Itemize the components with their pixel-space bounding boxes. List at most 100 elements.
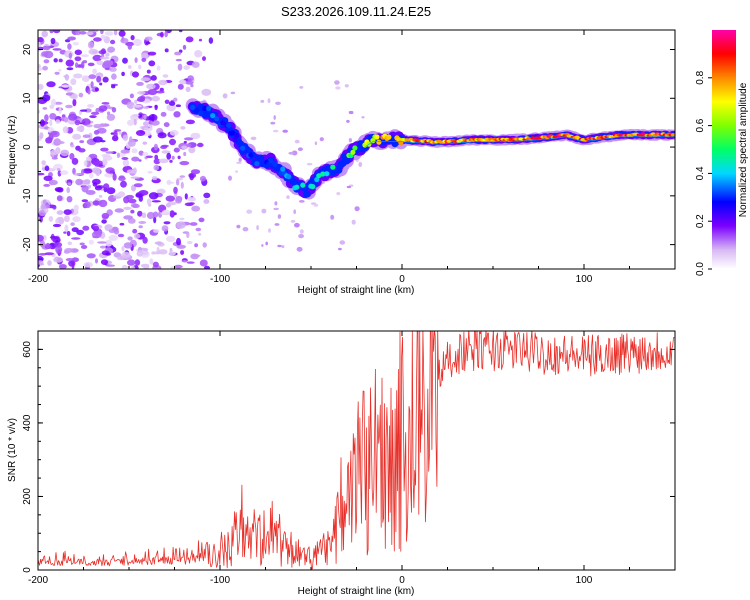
snr-axes: -200 -100 0 100 0 200 400 600 <box>22 330 676 586</box>
spectrogram-noise-blob <box>181 260 188 263</box>
spectrogram-noise-blob <box>70 78 77 86</box>
spectrogram-ridge-blob <box>280 166 286 172</box>
spectrogram-noise-blob <box>91 158 100 166</box>
spectrogram-noise-blob <box>68 113 78 121</box>
spectrogram-noise-blob <box>137 96 146 103</box>
spectrogram-noise-blob <box>235 170 239 173</box>
spectrogram-noise-blob <box>139 125 149 130</box>
spectrogram-noise-blob <box>132 228 138 234</box>
spectrogram-ridge-blob <box>214 116 220 122</box>
spectrogram-noise-blob <box>85 190 96 195</box>
spectrogram-noise-blob <box>143 106 150 110</box>
spectrogram-ridge-blob <box>286 174 292 180</box>
spectrogram-noise-blob <box>335 86 341 90</box>
spectrogram-noise-blob <box>95 258 98 264</box>
spectrogram-noise-blob <box>177 83 184 90</box>
spectrogram-noise-blob <box>38 209 47 217</box>
spectrogram-noise-blob <box>130 35 135 41</box>
spectrogram-noise-blob <box>294 222 300 228</box>
spectrogram-noise-blob <box>121 71 125 77</box>
spectrogram-noise-blob <box>63 209 72 216</box>
spectrogram-noise-blob <box>184 193 188 200</box>
spectrogram-noise-blob <box>142 152 149 157</box>
spectrogram-noise-blob <box>51 98 56 107</box>
spectrogram-noise-blob <box>94 87 99 92</box>
spectrogram-noise-blob <box>88 48 99 55</box>
spectrogram-noise-blob <box>238 157 242 162</box>
spectrogram-noise-blob <box>120 180 127 188</box>
spectrogram-noise-blob <box>132 114 140 117</box>
spectrogram-noise-blob <box>65 104 73 109</box>
spectrogram-noise-blob <box>268 228 271 233</box>
spectrogram-noise-blob <box>273 207 279 211</box>
spectrogram-noise-blob <box>348 110 354 115</box>
spectrogram-noise-blob <box>80 245 88 249</box>
spectrogram-noise-blob <box>38 83 44 90</box>
spectrogram-noise-blob <box>348 138 352 143</box>
spectrogram-noise-blob <box>53 58 58 63</box>
spectrogram-noise-blob <box>56 210 64 215</box>
spectrogram-noise-blob <box>281 245 285 249</box>
spectrogram-noise-blob <box>38 172 45 176</box>
spectrogram-noise-blob <box>144 36 153 41</box>
spectrogram-noise-blob <box>49 119 53 127</box>
spectrogram-noise-blob <box>158 210 163 218</box>
spectrogram-noise-blob <box>354 206 360 212</box>
spectrogram-noise-blob <box>293 209 297 214</box>
spectrogram-noise-blob <box>153 158 161 165</box>
snr-plot-area <box>38 331 675 570</box>
spectrogram-noise-blob <box>107 46 115 53</box>
spectrogram-noise-blob <box>119 222 125 226</box>
spectrogram-noise-blob <box>176 221 186 229</box>
spectrogram-ytick-label: 10 <box>22 92 33 104</box>
spectrogram-noise-blob <box>65 59 75 67</box>
spectrogram-noise-blob <box>336 192 341 196</box>
spectrogram-noise-blob <box>71 237 81 240</box>
spectrogram-noise-blob <box>176 244 186 249</box>
spectrogram-noise-blob <box>153 164 160 171</box>
spectrogram-noise-blob <box>173 147 180 153</box>
spectrogram-noise-blob <box>38 64 41 69</box>
spectrogram-noise-blob <box>261 244 264 247</box>
spectrogram-ridge-blob <box>350 149 356 155</box>
colorbar-tick-label: 0.2 <box>695 214 706 228</box>
spectrogram-noise-blob <box>195 227 202 232</box>
spectrogram-noise-blob <box>145 41 151 45</box>
spectrogram-noise-blob <box>83 160 88 167</box>
spectrogram-noise-blob <box>199 259 208 267</box>
spectrogram-noise-blob <box>297 147 303 151</box>
spectrogram-noise-blob <box>43 175 53 181</box>
spectrogram-noise-blob <box>116 256 125 261</box>
spectrogram-noise-blob <box>53 163 63 171</box>
spectrogram-noise-blob <box>230 91 236 95</box>
spectrogram-noise-blob <box>134 259 141 266</box>
spectrogram-noise-blob <box>143 114 147 120</box>
snr-ytick-label: 0 <box>22 567 33 573</box>
spectrogram-noise-blob <box>170 266 175 269</box>
spectrogram-noise-blob <box>127 236 133 241</box>
snr-xtick-label: -100 <box>210 575 230 586</box>
spectrogram-noise-blob <box>98 199 108 208</box>
spectrogram-ridge-blob <box>198 110 204 117</box>
spectrogram-noise-blob <box>175 197 182 204</box>
spectrogram-noise-blob <box>40 119 45 127</box>
spectrogram-noise-blob <box>80 61 85 69</box>
spectrogram-noise-blob <box>228 175 232 181</box>
spectrogram-noise-blob <box>141 57 147 63</box>
spectrogram-noise-blob <box>338 247 342 251</box>
spectrogram-ridge-blob <box>335 166 343 174</box>
spectrogram-noise-blob <box>147 51 157 56</box>
spectrogram-noise-blob <box>123 206 132 210</box>
spectrogram-noise-blob <box>291 150 298 156</box>
spectrogram-noise-blob <box>138 221 147 224</box>
spectrogram-ridge-blob <box>248 152 254 158</box>
spectrogram-noise-blob <box>93 37 102 42</box>
spectrogram-noise-blob <box>179 217 185 221</box>
spectrogram-noise-blob <box>101 219 107 224</box>
spectrogram-noise-blob <box>171 155 175 160</box>
spectrogram-noise-blob <box>100 34 107 40</box>
colorbar-label: Normalized spectral amplitude <box>738 82 749 217</box>
spectrogram-noise-blob <box>199 175 207 182</box>
spectrogram-noise-blob <box>112 173 117 181</box>
spectrogram-noise-blob <box>84 108 92 113</box>
